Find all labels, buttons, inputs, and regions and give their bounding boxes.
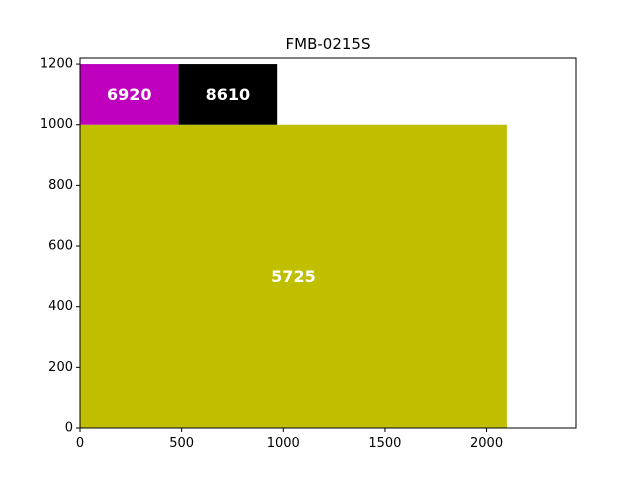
y-tick-label: 600 [48, 239, 73, 254]
x-tick-label: 500 [169, 436, 194, 451]
y-tick-label: 200 [48, 360, 73, 375]
rect-label-8610: 8610 [206, 85, 251, 104]
y-tick-label: 1000 [40, 117, 73, 132]
rect-6920 [80, 64, 179, 125]
rect-8610 [178, 64, 278, 125]
x-axis-ticks: 0 500 1000 1500 2000 [76, 428, 503, 451]
x-tick-label: 1000 [267, 436, 300, 451]
y-axis-ticks: 0 200 400 600 800 1000 1200 [40, 57, 80, 436]
y-tick-label: 0 [65, 421, 73, 436]
x-tick-label: 0 [76, 436, 84, 451]
rect-label-5725: 5725 [271, 267, 316, 286]
rectangles-layer: 5725 6920 8610 [80, 64, 507, 428]
y-tick-label: 400 [48, 299, 73, 314]
rect-5725 [80, 124, 507, 428]
y-tick-label: 800 [48, 178, 73, 193]
y-tick-label: 1200 [40, 57, 73, 72]
rect-label-6920: 6920 [107, 85, 152, 104]
plot-frame [79, 57, 577, 429]
x-tick-label: 2000 [470, 436, 503, 451]
x-tick-label: 1500 [368, 436, 401, 451]
chart-title: FMB-0215S [286, 35, 371, 53]
